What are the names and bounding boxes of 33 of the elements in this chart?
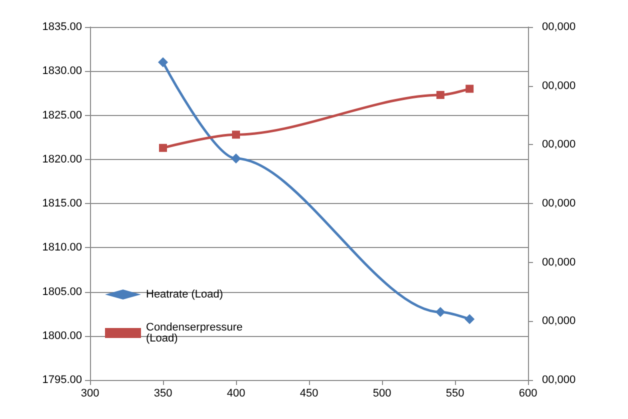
- y-tick-label: 1825.00: [42, 109, 82, 122]
- text: 00,000: [542, 374, 576, 386]
- y-tick-label: 1805.00: [42, 286, 82, 298]
- point: [435, 307, 446, 318]
- x-tick-label: 450: [300, 388, 318, 400]
- x-tick-label: 350: [154, 388, 172, 400]
- y-tick-label: 1820.00: [42, 153, 82, 166]
- text: 00,000: [542, 21, 576, 33]
- x-tick-label: 500: [372, 388, 392, 400]
- text: 00,000: [542, 198, 576, 210]
- point: [436, 90, 444, 99]
- legend-label: Heatrate (Load): [146, 288, 224, 300]
- point: [466, 84, 474, 93]
- y-tick-label: 1795.00: [42, 374, 82, 386]
- x-tick-label: 550: [446, 388, 464, 400]
- text: 00,000: [542, 80, 576, 92]
- legend-label: Condenserpressure (Load): [146, 322, 246, 344]
- y-tick-label: 1835.00: [42, 21, 82, 33]
- text: 00,000: [542, 256, 576, 268]
- point: [464, 314, 475, 324]
- y-tick-label: 1830.00: [42, 65, 82, 78]
- point: [231, 153, 241, 164]
- y-tick-label: 1815.00: [42, 198, 82, 210]
- point: [158, 57, 168, 68]
- text: 00,000: [542, 138, 576, 151]
- point: [159, 144, 167, 152]
- x-tick-label: 300: [80, 388, 100, 400]
- y-tick-label: 1800.00: [42, 330, 82, 342]
- x-tick-label: 600: [518, 388, 538, 400]
- text: 00,000: [542, 315, 576, 328]
- x-tick-label: 400: [226, 388, 246, 400]
- point: [232, 130, 240, 139]
- y-tick-label: 1810.00: [42, 242, 82, 254]
